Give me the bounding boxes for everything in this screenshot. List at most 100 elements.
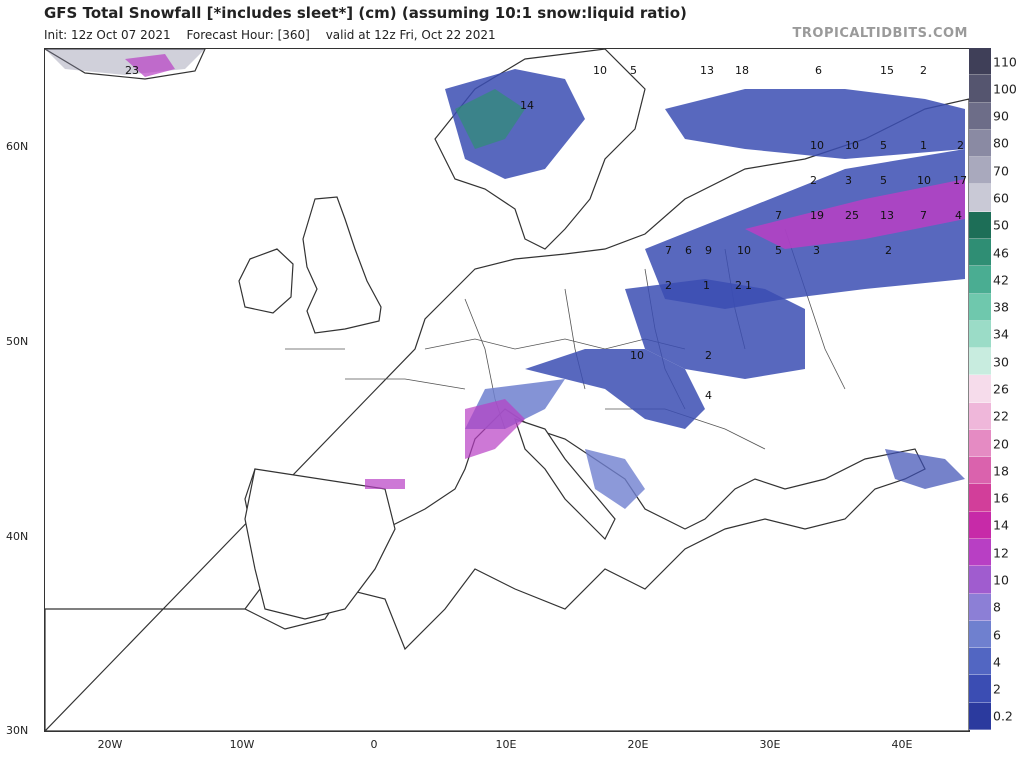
snow-total-label: 2 — [665, 279, 672, 292]
snow-total-label: 13 — [700, 64, 714, 77]
colorbar-label: 26 — [993, 381, 1009, 397]
lat-label: 60N — [6, 140, 29, 153]
lat-label: 30N — [6, 724, 29, 737]
snow-total-label: 7 — [920, 209, 927, 222]
lon-label: 20W — [97, 738, 123, 751]
snow-total-label: 9 — [705, 244, 712, 257]
lon-label: 0 — [370, 738, 378, 751]
init-time: Init: 12z Oct 07 2021 — [44, 28, 171, 42]
colorbar-segment — [969, 457, 991, 485]
snow-total-label: 18 — [735, 64, 749, 77]
colorbar-label: 70 — [993, 163, 1009, 179]
colorbar-label: 22 — [993, 408, 1009, 424]
colorbar-segment — [969, 484, 991, 512]
colorbar-segment — [969, 348, 991, 376]
lon-label: 10W — [229, 738, 255, 751]
colorbar-label: 12 — [993, 545, 1009, 561]
snow-total-label: 1 — [920, 139, 927, 152]
colorbar-label: 60 — [993, 190, 1009, 206]
snow-total-label: 4 — [955, 209, 962, 222]
snow-total-label: 2 — [810, 174, 817, 187]
snow-total-label: 5 — [880, 139, 887, 152]
colorbar-segment — [969, 320, 991, 349]
colorbar-segment — [969, 184, 991, 212]
colorbar-label: 16 — [993, 490, 1009, 506]
colorbar-segment — [969, 375, 991, 403]
colorbar-label: 50 — [993, 217, 1009, 233]
colorbar-segment — [969, 539, 991, 567]
brand-watermark: TROPICALTIDBITS.COM — [792, 26, 968, 41]
colorbar-segment — [969, 511, 991, 540]
snow-total-label: 10 — [810, 139, 824, 152]
colorbar-label: 80 — [993, 135, 1009, 151]
snow-total-label: 4 — [705, 389, 712, 402]
colorbar-segment — [969, 620, 991, 649]
snow-total-label: 5 — [775, 244, 782, 257]
lat-label: 40N — [6, 530, 29, 543]
colorbar-segment — [969, 129, 991, 158]
snow-total-label: 10 — [845, 139, 859, 152]
valid-time: valid at 12z Fri, Oct 22 2021 — [325, 28, 496, 42]
lon-label: 10E — [495, 738, 517, 751]
colorbar-segment — [969, 593, 991, 621]
map-canvas: 23 10 5 13 18 6 15 2 14 10 10 5 1 2 2 3 … — [45, 49, 969, 731]
snow-total-label: 1 — [703, 279, 710, 292]
snow-total-label: 1 — [745, 279, 752, 292]
colorbar-label: 20 — [993, 436, 1009, 452]
colorbar-segment — [969, 702, 991, 730]
colorbar-segment — [969, 675, 991, 703]
snow-total-label: 2 — [735, 279, 742, 292]
colorbar-segment — [969, 102, 991, 130]
colorbar-label: 2 — [993, 681, 1001, 697]
colorbar-label: 110 — [993, 54, 1017, 70]
colorbar-segment — [969, 75, 991, 103]
colorbar-segment — [969, 402, 991, 430]
colorbar-segment — [969, 648, 991, 676]
snow-total-label: 10 — [737, 244, 751, 257]
snow-total-label: 19 — [810, 209, 824, 222]
colorbar-label: 30 — [993, 354, 1009, 370]
snow-total-label: 15 — [880, 64, 894, 77]
colorbar-segment — [969, 238, 991, 267]
snow-total-label: 5 — [880, 174, 887, 187]
colorbar-segment — [969, 266, 991, 294]
snow-total-label: 10 — [917, 174, 931, 187]
snow-total-label: 7 — [665, 244, 672, 257]
colorbar-segment — [969, 157, 991, 185]
snow-total-label: 14 — [520, 99, 534, 112]
colorbar-label: 14 — [993, 517, 1009, 533]
snow-total-labels: 23 10 5 13 18 6 15 2 14 10 10 5 1 2 2 3 … — [125, 64, 967, 402]
chart-title: GFS Total Snowfall [*includes sleet*] (c… — [44, 4, 687, 22]
colorbar-label: 10 — [993, 572, 1009, 588]
lon-label: 40E — [891, 738, 913, 751]
snow-total-label: 2 — [957, 139, 964, 152]
snow-total-label: 2 — [920, 64, 927, 77]
colorbar-label: 100 — [993, 81, 1017, 97]
colorbar-segment — [969, 48, 991, 76]
snow-total-label: 17 — [953, 174, 967, 187]
snow-total-label: 23 — [125, 64, 139, 77]
snow-total-label: 6 — [815, 64, 822, 77]
colorbar-label: 4 — [993, 654, 1001, 670]
colorbar-label: 46 — [993, 245, 1009, 261]
run-info: Init: 12z Oct 07 2021 Forecast Hour: [36… — [44, 28, 508, 42]
colorbar-label: 90 — [993, 108, 1009, 124]
colorbar-segment — [969, 566, 991, 594]
colorbar — [969, 48, 991, 730]
snow-total-label: 3 — [813, 244, 820, 257]
snow-total-label: 25 — [845, 209, 859, 222]
snow-total-label: 10 — [630, 349, 644, 362]
snow-total-label: 3 — [845, 174, 852, 187]
colorbar-segment — [969, 293, 991, 321]
snow-total-label: 7 — [775, 209, 782, 222]
snow-total-label: 5 — [630, 64, 637, 77]
snow-total-label: 10 — [593, 64, 607, 77]
snow-total-label: 13 — [880, 209, 894, 222]
colorbar-label: 34 — [993, 326, 1009, 342]
snowfall-map: 23 10 5 13 18 6 15 2 14 10 10 5 1 2 2 3 … — [44, 48, 970, 732]
lon-label: 30E — [759, 738, 781, 751]
colorbar-label: 38 — [993, 299, 1009, 315]
snowfall-shading — [45, 49, 965, 509]
lat-label: 50N — [6, 335, 29, 348]
forecast-hour: Forecast Hour: [360] — [186, 28, 310, 42]
